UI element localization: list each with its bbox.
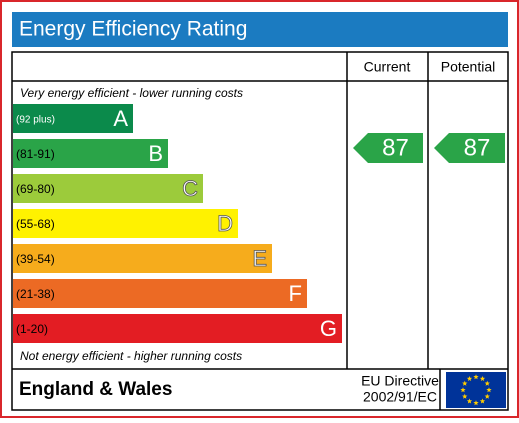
band-letter: A: [113, 106, 128, 131]
band-range: (1-20): [16, 322, 48, 336]
band-range: (81-91): [16, 147, 55, 161]
eu-stars: [460, 374, 492, 406]
band-range: (55-68): [16, 217, 55, 231]
band-letter: E: [252, 246, 267, 271]
band-bar: [13, 244, 272, 273]
star: [484, 380, 490, 386]
star: [486, 387, 492, 393]
band-letter: F: [289, 281, 302, 306]
band-letter: D: [217, 211, 233, 236]
column-header: Current: [364, 59, 411, 75]
band-range: (69-80): [16, 182, 55, 196]
star: [460, 387, 466, 393]
band-letter: B: [148, 141, 163, 166]
bottom-note: Not energy efficient - higher running co…: [20, 349, 242, 363]
directive: 2002/91/EC: [363, 389, 437, 405]
rating-arrow: [353, 133, 423, 163]
table-frame: [11, 51, 509, 411]
band-bar: [13, 104, 133, 133]
title: Energy Efficiency Rating: [19, 18, 247, 41]
band-range: (21-38): [16, 287, 55, 301]
column-header: Potential: [441, 59, 495, 75]
star: [473, 400, 479, 406]
star: [479, 398, 486, 404]
star: [462, 380, 468, 386]
rating-value: 87: [464, 134, 491, 161]
band-bar: [13, 209, 238, 238]
band-bar: [13, 279, 307, 308]
band-bar: [13, 139, 168, 168]
directive: EU Directive: [361, 373, 439, 389]
band-letter: G: [320, 316, 337, 341]
region: England & Wales: [19, 379, 172, 400]
title-bar: [12, 12, 508, 47]
star: [473, 374, 479, 380]
star: [479, 375, 486, 382]
band-range: (92 plus): [16, 115, 55, 126]
band-letter: C: [182, 176, 198, 201]
star: [462, 393, 468, 399]
band-range: (39-54): [16, 252, 55, 266]
top-note: Very energy efficient - lower running co…: [20, 86, 243, 100]
star: [466, 398, 473, 404]
star: [484, 393, 490, 399]
star: [466, 375, 473, 382]
band-bar: [13, 174, 203, 203]
rating-arrow: [434, 133, 505, 163]
band-bar: [13, 314, 342, 343]
rating-value: 87: [382, 134, 409, 161]
